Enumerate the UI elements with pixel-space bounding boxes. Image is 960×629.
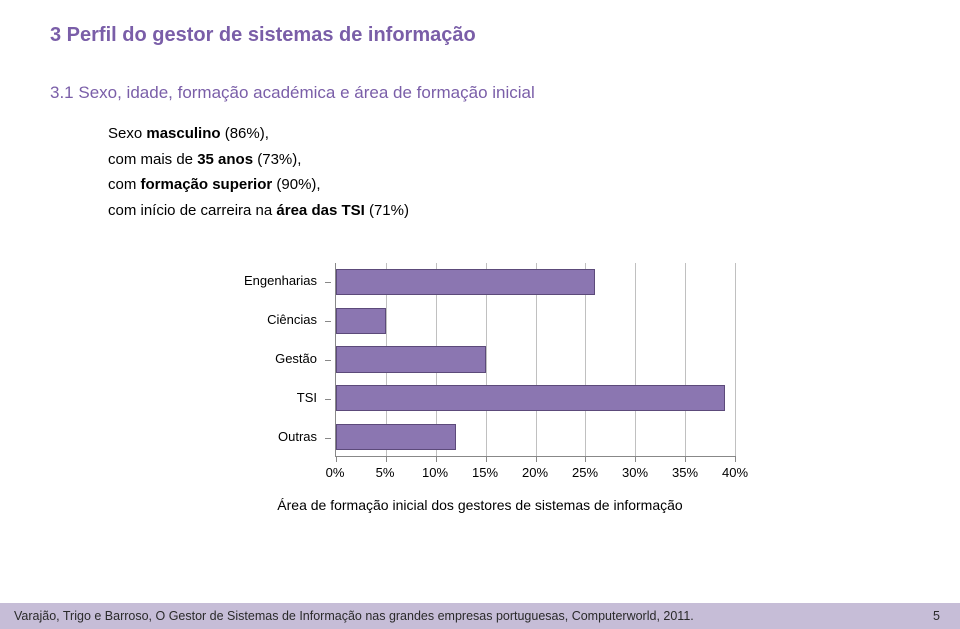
x-tick-label: 35% — [672, 465, 698, 480]
bullet-summary: Sexo masculino (86%), com mais de 35 ano… — [108, 121, 910, 223]
bar — [336, 308, 386, 334]
x-tick-label: 10% — [422, 465, 448, 480]
page-footer: Varajão, Trigo e Barroso, O Gestor de Si… — [0, 603, 960, 629]
bar — [336, 424, 456, 450]
y-category-label: Engenharias — [225, 273, 325, 288]
y-category-label: Ciências — [225, 312, 325, 327]
x-tick-label: 5% — [376, 465, 395, 480]
footer-citation: Varajão, Trigo e Barroso, O Gestor de Si… — [14, 609, 694, 623]
y-category-label: Outras — [225, 429, 325, 444]
x-tick-label: 25% — [572, 465, 598, 480]
page-number: 5 — [933, 609, 946, 623]
x-tick-label: 30% — [622, 465, 648, 480]
x-tick-label: 0% — [326, 465, 345, 480]
subsection-heading: 3.1 Sexo, idade, formação académica e ár… — [50, 83, 910, 103]
bar — [336, 346, 486, 372]
line-formacao: com formação superior (90%), — [108, 172, 910, 198]
y-category-label: TSI — [225, 390, 325, 405]
x-tick-label: 15% — [472, 465, 498, 480]
x-tick-label: 20% — [522, 465, 548, 480]
bar — [336, 385, 725, 411]
line-idade: com mais de 35 anos (73%), — [108, 147, 910, 173]
area-formacao-chart: Engenharias Ciências Gestão TSI Outras 0% 5% 1… — [225, 263, 735, 513]
bar — [336, 269, 595, 295]
section-heading: 3 Perfil do gestor de sistemas de inform… — [50, 24, 910, 47]
x-tick-label: 40% — [722, 465, 748, 480]
y-category-label: Gestão — [225, 351, 325, 366]
line-sexo: Sexo masculino (86%), — [108, 121, 910, 147]
chart-caption: Área de formação inicial dos gestores de… — [225, 497, 735, 513]
line-carreira: com início de carreira na área das TSI (… — [108, 198, 910, 224]
